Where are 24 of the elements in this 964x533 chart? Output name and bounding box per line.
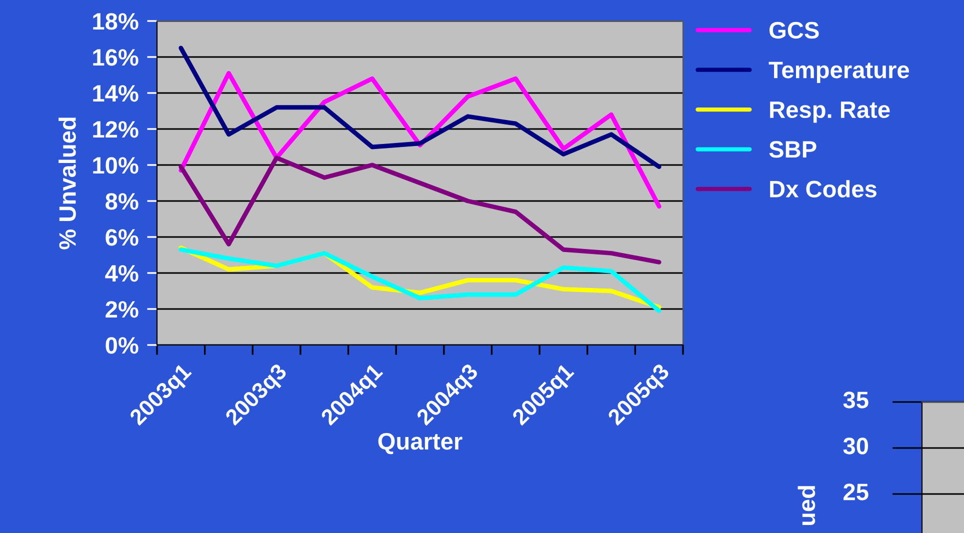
text: 30 bbox=[843, 438, 868, 454]
line-series bbox=[178, 156, 662, 264]
x-axis-title: Quarter bbox=[378, 433, 462, 454]
legend-label: Dx Codes bbox=[770, 180, 876, 198]
legend-label: Temperature bbox=[768, 62, 910, 84]
y-tick-label: 14% bbox=[93, 85, 138, 102]
legend-label: GCS bbox=[770, 22, 819, 39]
text: ued bbox=[798, 486, 816, 526]
y-tick-label: 6% bbox=[106, 229, 138, 246]
y-tick-label: 8% bbox=[106, 193, 138, 210]
line-series bbox=[178, 46, 662, 170]
y-axis-title: % Unvalued bbox=[58, 118, 76, 250]
y-tick-label: 10% bbox=[93, 157, 138, 174]
y-tick-label: 16% bbox=[93, 49, 138, 66]
y-tick-label: 12% bbox=[93, 121, 138, 138]
y-tick-label: 18% bbox=[93, 13, 138, 30]
y-tick-label: 0% bbox=[106, 337, 138, 354]
text: 25 bbox=[844, 484, 868, 500]
text: 35 bbox=[843, 392, 868, 408]
line-series bbox=[178, 70, 662, 209]
legend-label: Resp. Rate bbox=[770, 102, 890, 123]
y-tick-label: 4% bbox=[105, 265, 138, 282]
y-tick-label: 2% bbox=[106, 301, 138, 318]
legend-label: SBP bbox=[769, 141, 816, 158]
